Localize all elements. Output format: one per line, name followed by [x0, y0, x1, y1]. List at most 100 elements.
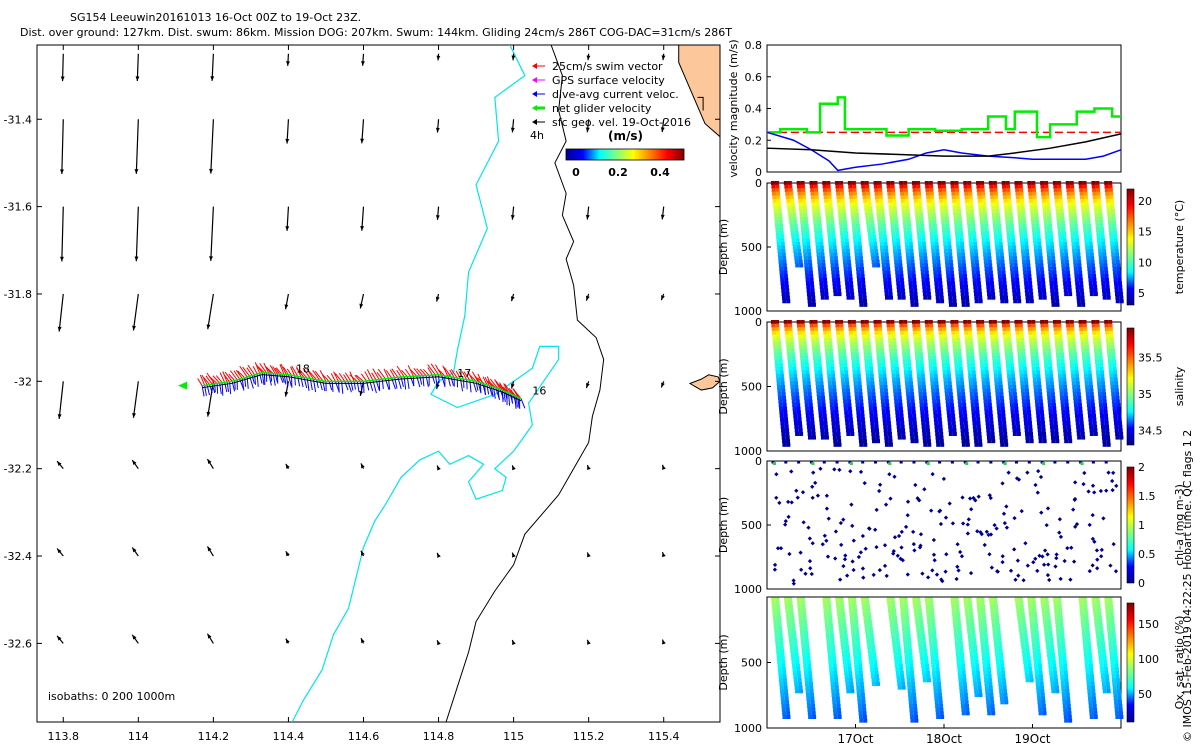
data-point	[807, 663, 812, 668]
data-point	[781, 700, 786, 705]
data-point	[830, 410, 835, 415]
data-point	[867, 395, 872, 400]
data-point	[823, 338, 828, 343]
data-point	[1050, 392, 1055, 397]
data-point	[1010, 274, 1015, 279]
data-point	[988, 181, 993, 185]
data-point	[868, 206, 873, 211]
data-point	[985, 377, 990, 382]
data-point	[950, 320, 955, 324]
data-point	[848, 410, 853, 415]
data-point	[837, 209, 842, 214]
data-point	[791, 578, 796, 583]
data-point	[913, 703, 918, 708]
data-point	[856, 689, 861, 694]
data-point	[1013, 299, 1018, 304]
data-point	[1048, 410, 1053, 415]
data-point	[1054, 195, 1059, 200]
data-point	[944, 216, 949, 221]
lon-tick-label: 115	[503, 730, 524, 743]
data-point	[990, 431, 995, 436]
geo-vector	[660, 293, 665, 301]
data-point	[888, 435, 893, 440]
data-point	[858, 714, 863, 719]
data-point	[793, 417, 798, 422]
data-point	[838, 356, 843, 361]
data-point	[1113, 377, 1118, 382]
data-point	[897, 252, 902, 257]
swim-vector	[427, 364, 436, 376]
data-point	[1071, 338, 1076, 343]
profile-ytick-label: 1000	[734, 722, 762, 735]
data-point	[823, 424, 828, 429]
data-point	[1049, 417, 1054, 422]
data-point	[883, 428, 888, 433]
data-point	[1016, 424, 1021, 429]
data-point	[1026, 406, 1031, 411]
data-point	[887, 330, 892, 335]
data-point	[989, 424, 994, 429]
data-point	[896, 674, 901, 679]
data-point	[855, 263, 860, 268]
data-point	[963, 281, 968, 286]
data-point	[999, 252, 1004, 257]
data-point	[849, 681, 854, 686]
data-point	[906, 356, 911, 361]
data-point	[975, 406, 980, 411]
data-point	[934, 381, 939, 386]
data-point	[1062, 377, 1067, 382]
colorbar-tick-label: 150	[1138, 618, 1159, 631]
data-point	[1053, 424, 1058, 429]
data-point	[794, 388, 799, 393]
data-point	[795, 263, 800, 268]
data-point	[910, 299, 915, 304]
data-point	[840, 330, 845, 335]
data-point	[778, 220, 783, 225]
data-point	[824, 493, 829, 498]
data-point	[1083, 191, 1088, 196]
data-point	[905, 252, 910, 257]
data-point	[791, 206, 796, 211]
data-point	[862, 338, 867, 343]
data-point	[924, 181, 929, 185]
data-point	[865, 213, 870, 218]
data-point	[1063, 284, 1068, 289]
data-point	[925, 424, 930, 429]
geo-vector	[132, 381, 139, 418]
data-point	[852, 645, 857, 650]
data-point	[808, 395, 813, 400]
data-point	[1086, 403, 1091, 408]
data-point	[973, 428, 978, 433]
data-point	[969, 202, 974, 207]
data-point	[816, 252, 821, 257]
data-point	[845, 281, 850, 286]
data-point	[897, 392, 902, 397]
data-point	[1002, 327, 1007, 332]
data-point	[903, 224, 908, 229]
data-point	[937, 413, 942, 418]
data-point	[860, 270, 865, 275]
data-point	[926, 202, 931, 207]
data-point	[784, 188, 789, 193]
data-point	[1083, 370, 1088, 375]
data-point	[1044, 224, 1049, 229]
data-point	[958, 403, 963, 408]
data-point	[918, 206, 923, 211]
data-point	[1089, 428, 1094, 433]
data-point	[953, 352, 958, 357]
data-point	[907, 366, 912, 371]
data-point	[785, 195, 790, 200]
data-point	[1015, 334, 1020, 339]
data-point	[944, 209, 949, 214]
data-point	[1067, 198, 1072, 203]
data-point	[877, 363, 882, 368]
data-point	[994, 241, 999, 246]
data-point	[868, 363, 873, 368]
data-point	[952, 299, 957, 304]
data-point	[914, 718, 919, 723]
data-point	[814, 327, 819, 332]
data-point	[869, 630, 874, 635]
data-point	[980, 366, 985, 371]
data-point	[905, 381, 910, 386]
data-point	[1045, 377, 1050, 382]
